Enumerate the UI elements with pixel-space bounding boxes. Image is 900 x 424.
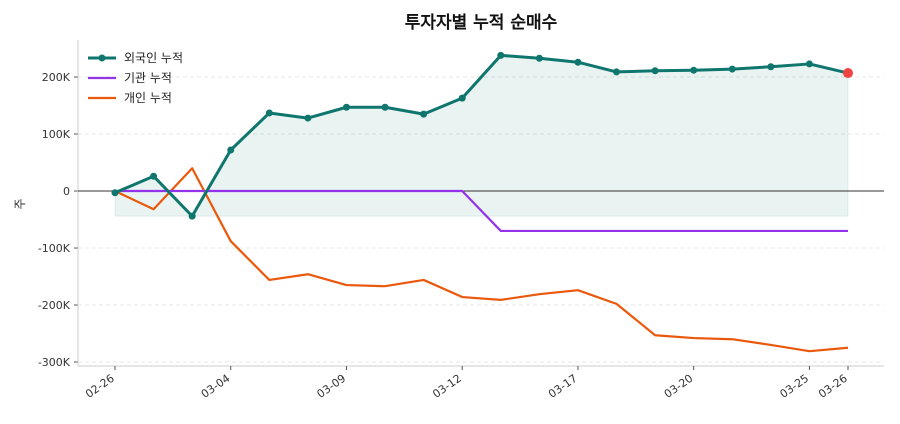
data-point bbox=[227, 146, 235, 154]
y-tick-label: 0 bbox=[63, 185, 70, 198]
series-line-0 bbox=[114, 53, 849, 218]
data-point bbox=[188, 212, 196, 220]
y-tick-label: -300K bbox=[38, 356, 71, 369]
y-tick-label: -100K bbox=[38, 242, 71, 255]
data-point bbox=[265, 109, 273, 117]
data-point bbox=[304, 114, 312, 122]
data-point bbox=[111, 189, 119, 197]
data-point bbox=[728, 65, 736, 73]
y-tick-label: 200K bbox=[42, 71, 71, 84]
legend-label: 외국인 누적 bbox=[124, 51, 183, 65]
data-point bbox=[613, 68, 621, 76]
data-point bbox=[651, 67, 659, 75]
x-tick-label: 03-26 bbox=[816, 372, 850, 401]
y-tick-label: 100K bbox=[42, 128, 71, 141]
legend-marker bbox=[98, 54, 106, 62]
data-point bbox=[497, 51, 505, 59]
x-tick-label: 02-26 bbox=[83, 372, 117, 401]
data-point bbox=[150, 172, 158, 180]
x-tick-label: 03-17 bbox=[546, 372, 580, 401]
series bbox=[111, 51, 853, 353]
x-tick-label: 03-25 bbox=[777, 372, 811, 401]
data-point bbox=[805, 60, 813, 68]
chart-title: 투자자별 누적 순매수 bbox=[405, 13, 558, 33]
data-point bbox=[690, 66, 698, 74]
y-tick-label: -200K bbox=[38, 299, 71, 312]
x-tick-label: 03-09 bbox=[315, 372, 349, 401]
data-point bbox=[535, 54, 543, 62]
data-point bbox=[420, 110, 428, 118]
x-tick-label: 03-12 bbox=[430, 372, 464, 401]
series-line-2 bbox=[114, 167, 849, 353]
series-line-1 bbox=[115, 189, 848, 233]
data-point bbox=[574, 58, 582, 66]
data-point bbox=[342, 103, 350, 111]
y-axis-label: 주 bbox=[13, 198, 27, 209]
data-point bbox=[381, 103, 389, 111]
last-point-marker bbox=[843, 68, 853, 79]
data-point bbox=[458, 94, 466, 102]
legend-label: 기관 누적 bbox=[124, 71, 172, 85]
x-tick-label: 03-20 bbox=[662, 372, 696, 401]
x-tick-label: 03-04 bbox=[199, 372, 233, 401]
legend-label: 개인 누적 bbox=[124, 91, 172, 105]
data-point bbox=[767, 63, 775, 71]
